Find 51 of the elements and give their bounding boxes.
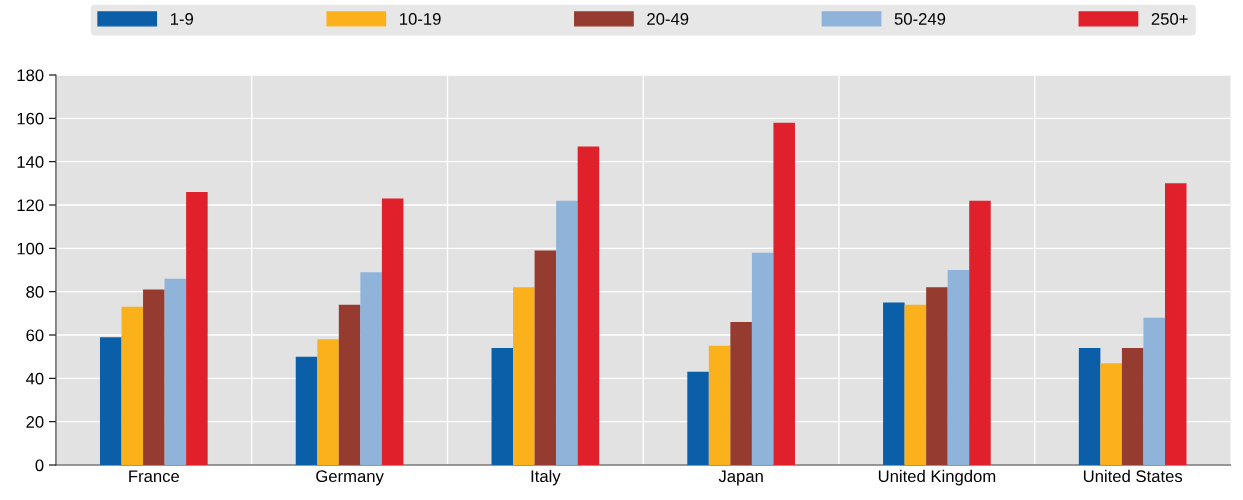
bar bbox=[577, 146, 600, 465]
bar bbox=[164, 278, 187, 465]
x-tick-label: United States bbox=[1083, 469, 1183, 483]
legend-label: 250+ bbox=[1151, 13, 1188, 25]
y-tick-label: 20 bbox=[26, 416, 44, 428]
x-tick-label: France bbox=[129, 470, 180, 483]
bar bbox=[687, 371, 709, 465]
bar bbox=[926, 287, 948, 465]
x-tick-label: United Kingdom bbox=[878, 469, 996, 486]
bar bbox=[708, 345, 731, 465]
legend-label: 10-19 bbox=[400, 13, 441, 25]
bar bbox=[121, 306, 144, 465]
y-tick-label: 160 bbox=[17, 112, 44, 125]
y-tick-label: 140 bbox=[17, 156, 44, 168]
bar bbox=[730, 322, 752, 465]
bar bbox=[1143, 317, 1165, 465]
bar bbox=[143, 289, 165, 465]
y-tick-label: 180 bbox=[17, 69, 44, 82]
bar bbox=[381, 198, 404, 465]
bar bbox=[534, 250, 557, 465]
bar bbox=[1078, 348, 1101, 465]
bar bbox=[338, 304, 361, 465]
bar bbox=[969, 200, 991, 465]
bar bbox=[1164, 183, 1187, 465]
y-tick-label: 60 bbox=[26, 329, 44, 342]
bar bbox=[773, 122, 795, 465]
y-tick-label: 120 bbox=[17, 199, 44, 212]
bar bbox=[904, 304, 927, 465]
bar bbox=[1100, 363, 1122, 465]
bar bbox=[947, 270, 970, 465]
bar bbox=[556, 200, 578, 465]
legend-label: 1-9 bbox=[170, 13, 193, 25]
bar bbox=[1121, 348, 1144, 465]
bar bbox=[295, 356, 318, 465]
bar bbox=[360, 272, 382, 465]
bar bbox=[491, 348, 514, 465]
legend-label: 50-249 bbox=[894, 13, 946, 25]
x-tick-label: Italy bbox=[531, 469, 561, 486]
bar bbox=[99, 337, 122, 465]
bar bbox=[513, 287, 535, 465]
legend-label: 20-49 bbox=[647, 13, 689, 25]
bar bbox=[751, 252, 774, 465]
bar bbox=[883, 302, 905, 465]
y-tick-label: 40 bbox=[25, 372, 44, 385]
y-tick-label: 0 bbox=[35, 459, 44, 472]
bar bbox=[317, 339, 339, 465]
y-tick-label: 100 bbox=[17, 242, 44, 255]
y-tick-label: 80 bbox=[26, 286, 44, 298]
x-tick-label: Japan bbox=[718, 470, 763, 486]
x-tick-label: Germany bbox=[316, 470, 384, 486]
bar bbox=[186, 192, 208, 465]
